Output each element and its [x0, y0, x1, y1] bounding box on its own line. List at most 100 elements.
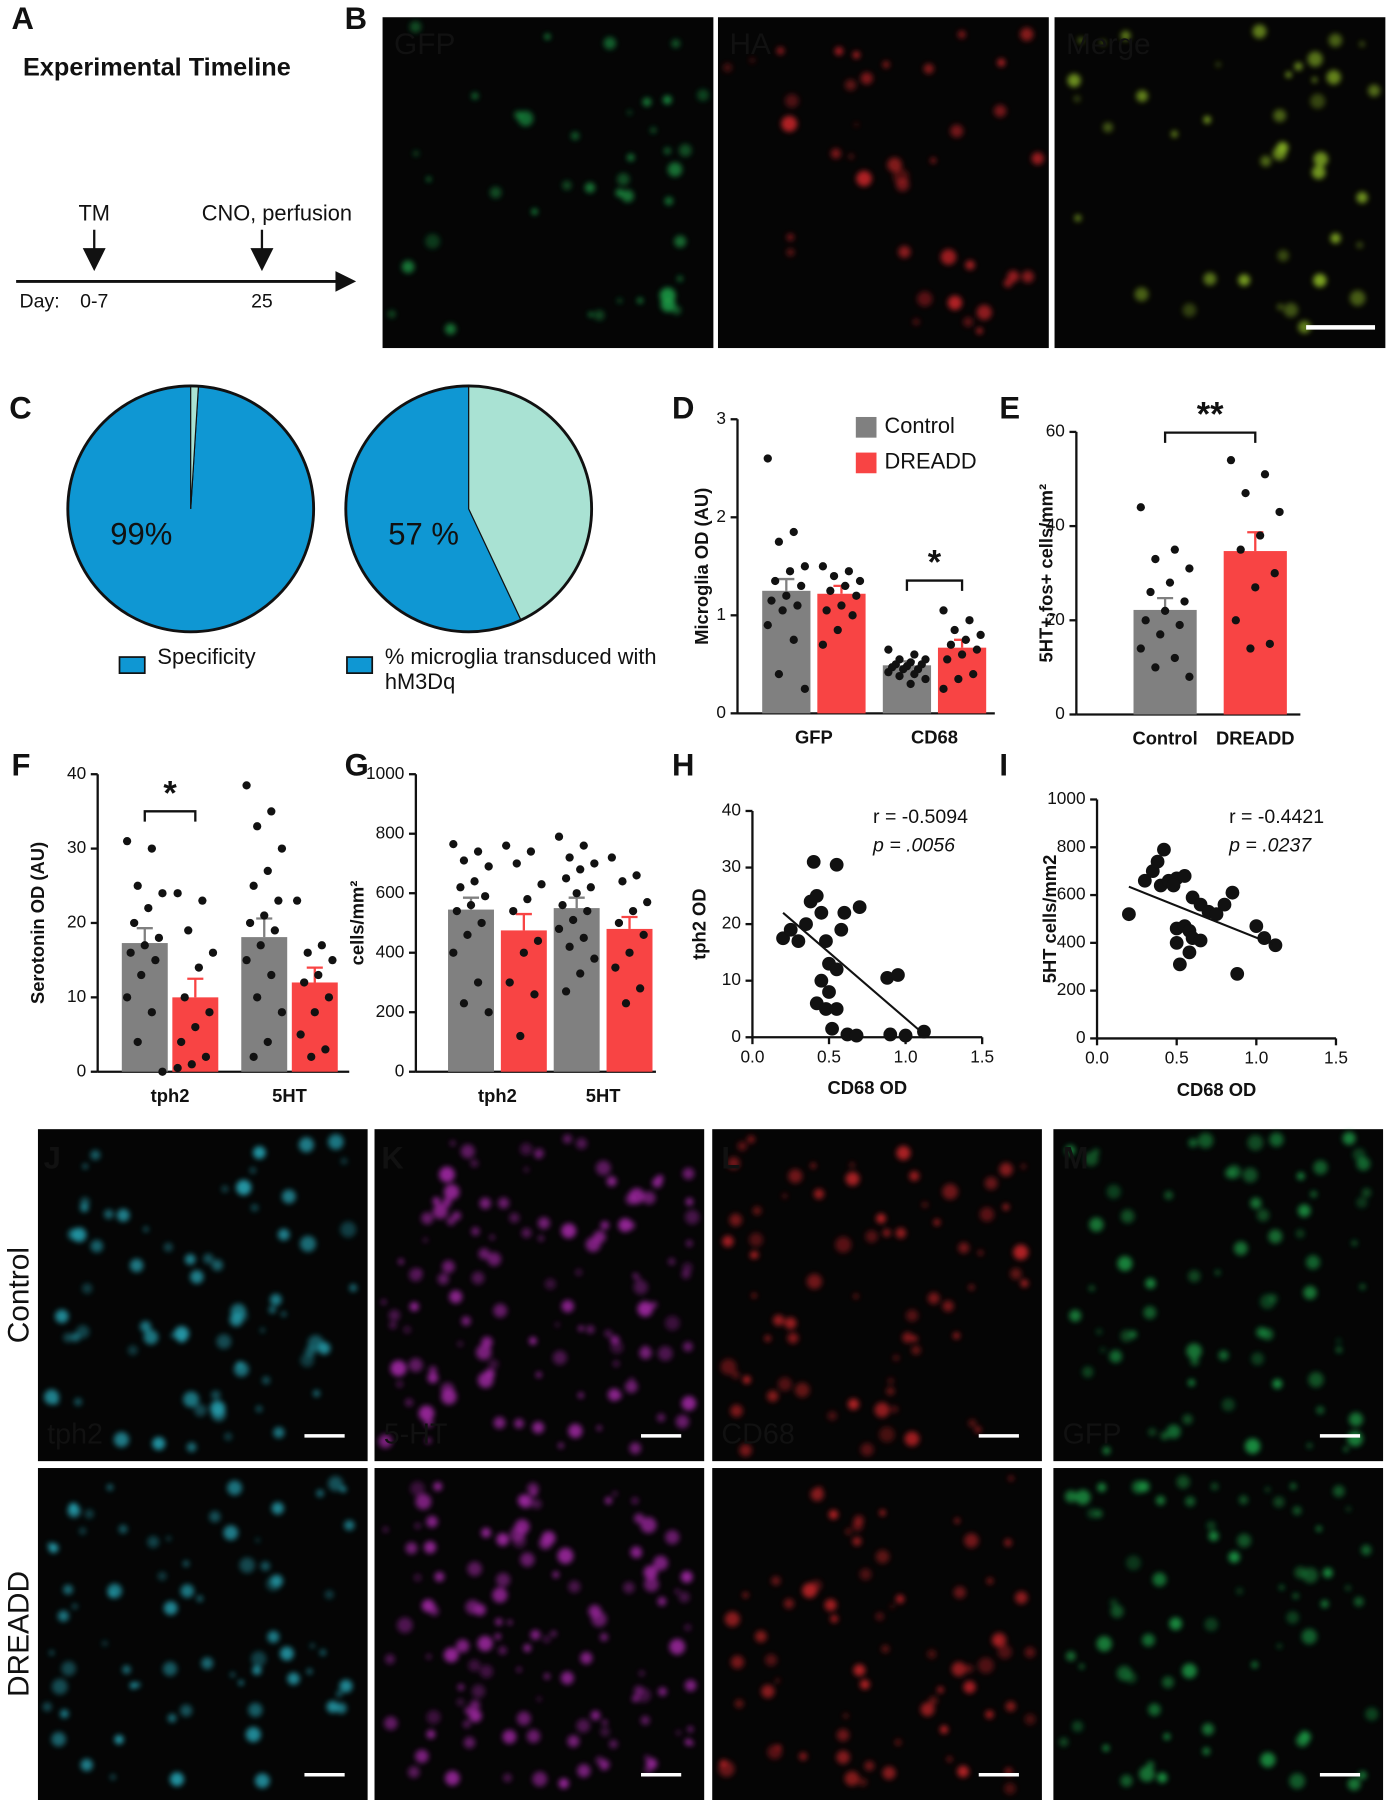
cell-signal [1208, 1531, 1219, 1542]
cell-signal [1097, 1482, 1107, 1492]
error-bar [256, 917, 273, 938]
cell-signal [277, 1228, 290, 1241]
data-point [837, 601, 846, 610]
panel-letter: E [999, 390, 1020, 425]
cell-signal [397, 1617, 413, 1633]
cell-signal [588, 312, 594, 317]
data-point [154, 933, 164, 942]
cell-signal [1361, 1544, 1372, 1556]
cell-signal [55, 1309, 69, 1324]
cell-signal [1343, 1446, 1349, 1452]
data-point [880, 970, 895, 985]
cell-signal [1096, 1636, 1112, 1652]
y-axis-label: cells/mm² [346, 881, 367, 966]
cell-signal [678, 1591, 690, 1603]
cell-signal [457, 1684, 465, 1691]
cell-signal [946, 1756, 953, 1762]
data-point [800, 684, 810, 693]
data-point [177, 1037, 186, 1047]
cell-signal [201, 1657, 214, 1670]
data-point [137, 970, 146, 980]
cell-signal [1260, 155, 1272, 167]
cell-signal [688, 1740, 694, 1746]
cell-signal [860, 72, 873, 85]
cell-signal [964, 1533, 979, 1548]
cell-signal [532, 1771, 548, 1787]
cell-signal [674, 235, 687, 248]
cell-signal [530, 1489, 538, 1497]
cell-signal [794, 1382, 810, 1398]
cell-signal [113, 1432, 130, 1448]
cell-signal [1335, 1346, 1343, 1353]
cell-signal [224, 1432, 233, 1441]
data-point [126, 948, 135, 957]
cell-signal [928, 1696, 938, 1706]
cell-signal [886, 1386, 895, 1396]
cell-signal [1359, 1284, 1366, 1290]
data-point [635, 984, 645, 993]
cell-signal [1328, 33, 1343, 48]
cell-signal [681, 1396, 697, 1411]
cell-signal [898, 245, 911, 259]
cell-signal [742, 1375, 751, 1384]
cell-signal [902, 1332, 914, 1344]
cell-signal [57, 1610, 69, 1622]
cell-signal [727, 1157, 740, 1170]
data-point [561, 874, 571, 883]
cell-signal [262, 1376, 271, 1385]
data-point [621, 999, 631, 1008]
data-point [205, 1008, 214, 1017]
y-tick-label: 40 [1046, 515, 1065, 535]
cell-signal [543, 1673, 550, 1680]
cell-signal [1078, 37, 1084, 44]
data-point [778, 606, 787, 615]
data-point [184, 926, 193, 935]
cell-signal [784, 1317, 797, 1330]
cell-signal [249, 1167, 257, 1174]
cell-signal [927, 1649, 937, 1659]
micrograph [37, 1468, 368, 1800]
cell-signal [616, 1393, 622, 1399]
data-point [277, 1008, 287, 1017]
micrograph-signal [382, 1481, 697, 1789]
cell-signal [930, 157, 936, 164]
cell-signal [418, 1405, 435, 1422]
cell-signal [627, 153, 635, 162]
cell-signal [523, 1167, 529, 1173]
cell-signal [640, 1715, 650, 1725]
data-point [158, 1067, 167, 1076]
cell-signal [764, 1335, 771, 1342]
data-point [1225, 885, 1240, 900]
data-point [459, 999, 469, 1008]
data-point [841, 581, 850, 591]
legend-swatch [346, 656, 374, 674]
cell-signal [1298, 320, 1311, 334]
data-point [1166, 878, 1181, 893]
cell-signal [401, 260, 415, 274]
cell-signal [633, 1513, 645, 1524]
cell-signal [1301, 1628, 1317, 1645]
cell-signal [114, 1734, 124, 1745]
cell-signal [245, 1727, 261, 1743]
data-point [607, 853, 616, 862]
cell-signal [396, 1380, 404, 1388]
cell-signal [875, 1612, 884, 1621]
cell-signal [627, 110, 632, 115]
data-point [1150, 854, 1165, 869]
cell-signal [1152, 1572, 1167, 1587]
cell-signal [836, 1750, 850, 1765]
cell-signal [1210, 1482, 1219, 1491]
cell-signal [1065, 1651, 1076, 1662]
pie-outline [66, 384, 316, 634]
cell-signal [493, 1416, 506, 1429]
cell-signal [1336, 1338, 1342, 1344]
data-point [774, 669, 784, 679]
cell-signal [167, 1713, 177, 1723]
cell-signal [340, 1486, 347, 1493]
cell-signal [194, 1403, 207, 1417]
cell-signal [1102, 1446, 1111, 1455]
cell-signal [810, 1487, 824, 1502]
cell-signal [1202, 1747, 1211, 1756]
cell-signal [570, 131, 580, 141]
cell-signal [1273, 1496, 1285, 1508]
